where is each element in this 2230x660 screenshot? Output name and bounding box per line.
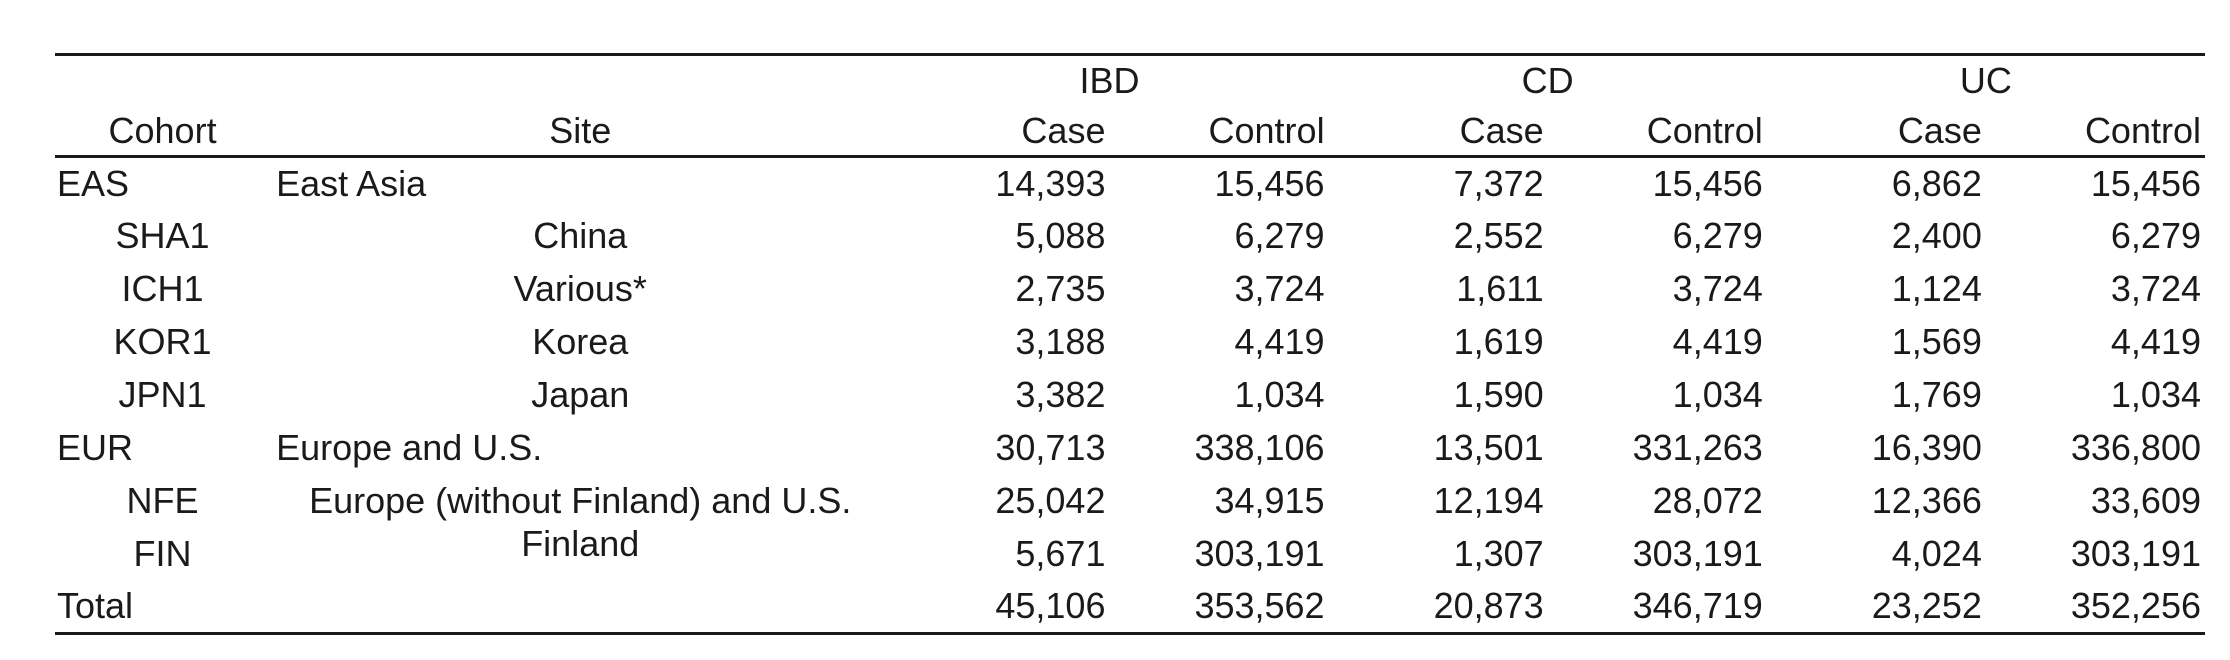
column-header-site: Site: [270, 106, 891, 158]
ibd-control-cell: 303,191: [1194, 533, 1325, 574]
uc-case-cell: 1,124: [1891, 268, 1982, 309]
ibd-case-cell: 45,106: [995, 585, 1106, 627]
table-row-eas: EAS East Asia 14,393 15,456 7,372 15,456…: [55, 157, 2205, 210]
uc-control-cell: 3,724: [2110, 268, 2201, 309]
table-row-total: Total 45,106 353,562 20,873 346,719 23,2…: [55, 581, 2205, 634]
group-header-ibd: IBD: [1079, 60, 1140, 102]
cd-case-cell: 12,194: [1433, 480, 1544, 521]
cd-control-cell: 303,191: [1632, 533, 1763, 574]
group-header-uc: UC: [1959, 60, 2012, 102]
site-cell: Korea: [532, 321, 629, 362]
cd-control-cell: 15,456: [1652, 162, 1763, 204]
ibd-case-cell: 5,671: [1015, 533, 1106, 574]
cd-control-cell: 1,034: [1672, 374, 1763, 415]
empty-cell: [55, 55, 270, 107]
cd-case-cell: 13,501: [1433, 427, 1544, 468]
ibd-case-cell: 5,088: [1015, 215, 1106, 256]
site-label-finland: Finland: [521, 523, 640, 564]
cd-control-cell: 28,072: [1652, 480, 1763, 521]
column-header-uc-case: Case: [1766, 106, 1986, 158]
ibd-case-cell: 3,382: [1015, 374, 1106, 415]
column-header-ibd-case: Case: [890, 106, 1110, 158]
uc-case-cell: 4,024: [1891, 533, 1982, 574]
ibd-case-cell: 30,713: [995, 427, 1106, 468]
uc-control-cell: 303,191: [2070, 533, 2201, 574]
cd-case-cell: 20,873: [1433, 585, 1544, 627]
uc-control-cell: 336,800: [2070, 427, 2201, 468]
group-header-row: IBD CD UC: [55, 55, 2205, 107]
ibd-control-cell: 4,419: [1234, 321, 1325, 362]
table-row-fin: FIN Finland 5,671 303,191 1,307 303,191 …: [55, 523, 2205, 581]
column-header-cohort: Cohort: [55, 106, 271, 158]
ibd-case-cell: 14,393: [995, 162, 1106, 204]
group-header-cd: CD: [1521, 60, 1574, 102]
empty-cell: [270, 581, 890, 634]
uc-case-cell: 1,569: [1891, 321, 1982, 362]
uc-case-cell: 12,366: [1871, 480, 1982, 521]
uc-case-cell: 23,252: [1871, 585, 1982, 627]
cd-case-cell: 1,611: [1456, 268, 1544, 309]
table-row-ich1: ICH1 Various* 2,735 3,724 1,611 3,724 1,…: [55, 263, 2205, 316]
cohort-cell: EUR: [57, 427, 134, 468]
ibd-control-cell: 34,915: [1214, 480, 1325, 521]
cohort-cell: FIN: [133, 533, 192, 574]
uc-case-cell: 6,862: [1891, 162, 1982, 204]
cohort-cell: JPN1: [118, 374, 207, 415]
cd-control-cell: 6,279: [1672, 215, 1763, 256]
column-header-uc-control: Control: [1985, 106, 2205, 158]
cohort-cell: Total: [57, 585, 134, 627]
site-cell: China: [533, 215, 628, 256]
cd-control-cell: 3,724: [1672, 268, 1763, 309]
cd-case-cell: 7,372: [1453, 162, 1544, 204]
uc-case-cell: 16,390: [1871, 427, 1982, 468]
site-cell: Finland: [270, 523, 890, 581]
ibd-control-cell: 338,106: [1194, 427, 1325, 468]
ibd-control-cell: 1,034: [1234, 374, 1325, 415]
table-row-nfe: NFE Europe (without Finland) and U.S. 25…: [55, 475, 2205, 528]
ibd-control-cell: 3,724: [1234, 268, 1325, 309]
cd-control-cell: 346,719: [1632, 585, 1763, 627]
cohort-cell: KOR1: [113, 321, 212, 362]
site-cell: East Asia: [276, 162, 427, 204]
cd-control-cell: 331,263: [1632, 427, 1763, 468]
uc-control-cell: 6,279: [2110, 215, 2201, 256]
uc-case-cell: 2,400: [1891, 215, 1982, 256]
uc-control-cell: 1,034: [2110, 374, 2201, 415]
cd-case-cell: 1,590: [1453, 374, 1544, 415]
cohort-summary-table: IBD CD UC Cohort Site Case Control Case …: [55, 53, 2205, 635]
ibd-case-cell: 25,042: [995, 480, 1106, 521]
table-row-eur: EUR Europe and U.S. 30,713 338,106 13,50…: [55, 422, 2205, 475]
column-header-row: Cohort Site Case Control Case Control Ca…: [55, 106, 2205, 158]
ibd-case-cell: 3,188: [1015, 321, 1106, 362]
column-header-ibd-control: Control: [1109, 106, 1329, 158]
site-cell: Japan: [531, 374, 630, 415]
table-row-kor1: KOR1 Korea 3,188 4,419 1,619 4,419 1,569…: [55, 316, 2205, 369]
uc-control-cell: 15,456: [2090, 162, 2201, 204]
empty-cell: [270, 55, 890, 107]
cd-control-cell: 4,419: [1672, 321, 1763, 362]
cd-case-cell: 2,552: [1453, 215, 1544, 256]
cohort-cell: EAS: [57, 162, 130, 204]
cohort-cell: SHA1: [115, 215, 210, 256]
table-row-sha1: SHA1 China 5,088 6,279 2,552 6,279 2,400…: [55, 210, 2205, 263]
cd-case-cell: 1,307: [1453, 533, 1544, 574]
uc-control-cell: 4,419: [2110, 321, 2201, 362]
cd-case-cell: 1,619: [1453, 321, 1544, 362]
table-row-jpn1: JPN1 Japan 3,382 1,034 1,590 1,034 1,769…: [55, 369, 2205, 422]
uc-control-cell: 33,609: [2090, 480, 2201, 521]
site-cell: Various*: [513, 268, 647, 309]
uc-case-cell: 1,769: [1891, 374, 1982, 415]
site-cell: Europe (without Finland) and U.S.: [309, 480, 852, 521]
site-cell: Europe and U.S.: [276, 427, 543, 468]
ibd-case-cell: 2,735: [1015, 268, 1106, 309]
column-header-cd-control: Control: [1547, 106, 1767, 158]
ibd-control-cell: 353,562: [1194, 585, 1325, 627]
cohort-cell: NFE: [126, 480, 199, 521]
ibd-control-cell: 15,456: [1214, 162, 1325, 204]
column-header-cd-case: Case: [1328, 106, 1548, 158]
uc-control-cell: 352,256: [2070, 585, 2201, 627]
cohort-cell: ICH1: [121, 268, 204, 309]
ibd-control-cell: 6,279: [1234, 215, 1325, 256]
